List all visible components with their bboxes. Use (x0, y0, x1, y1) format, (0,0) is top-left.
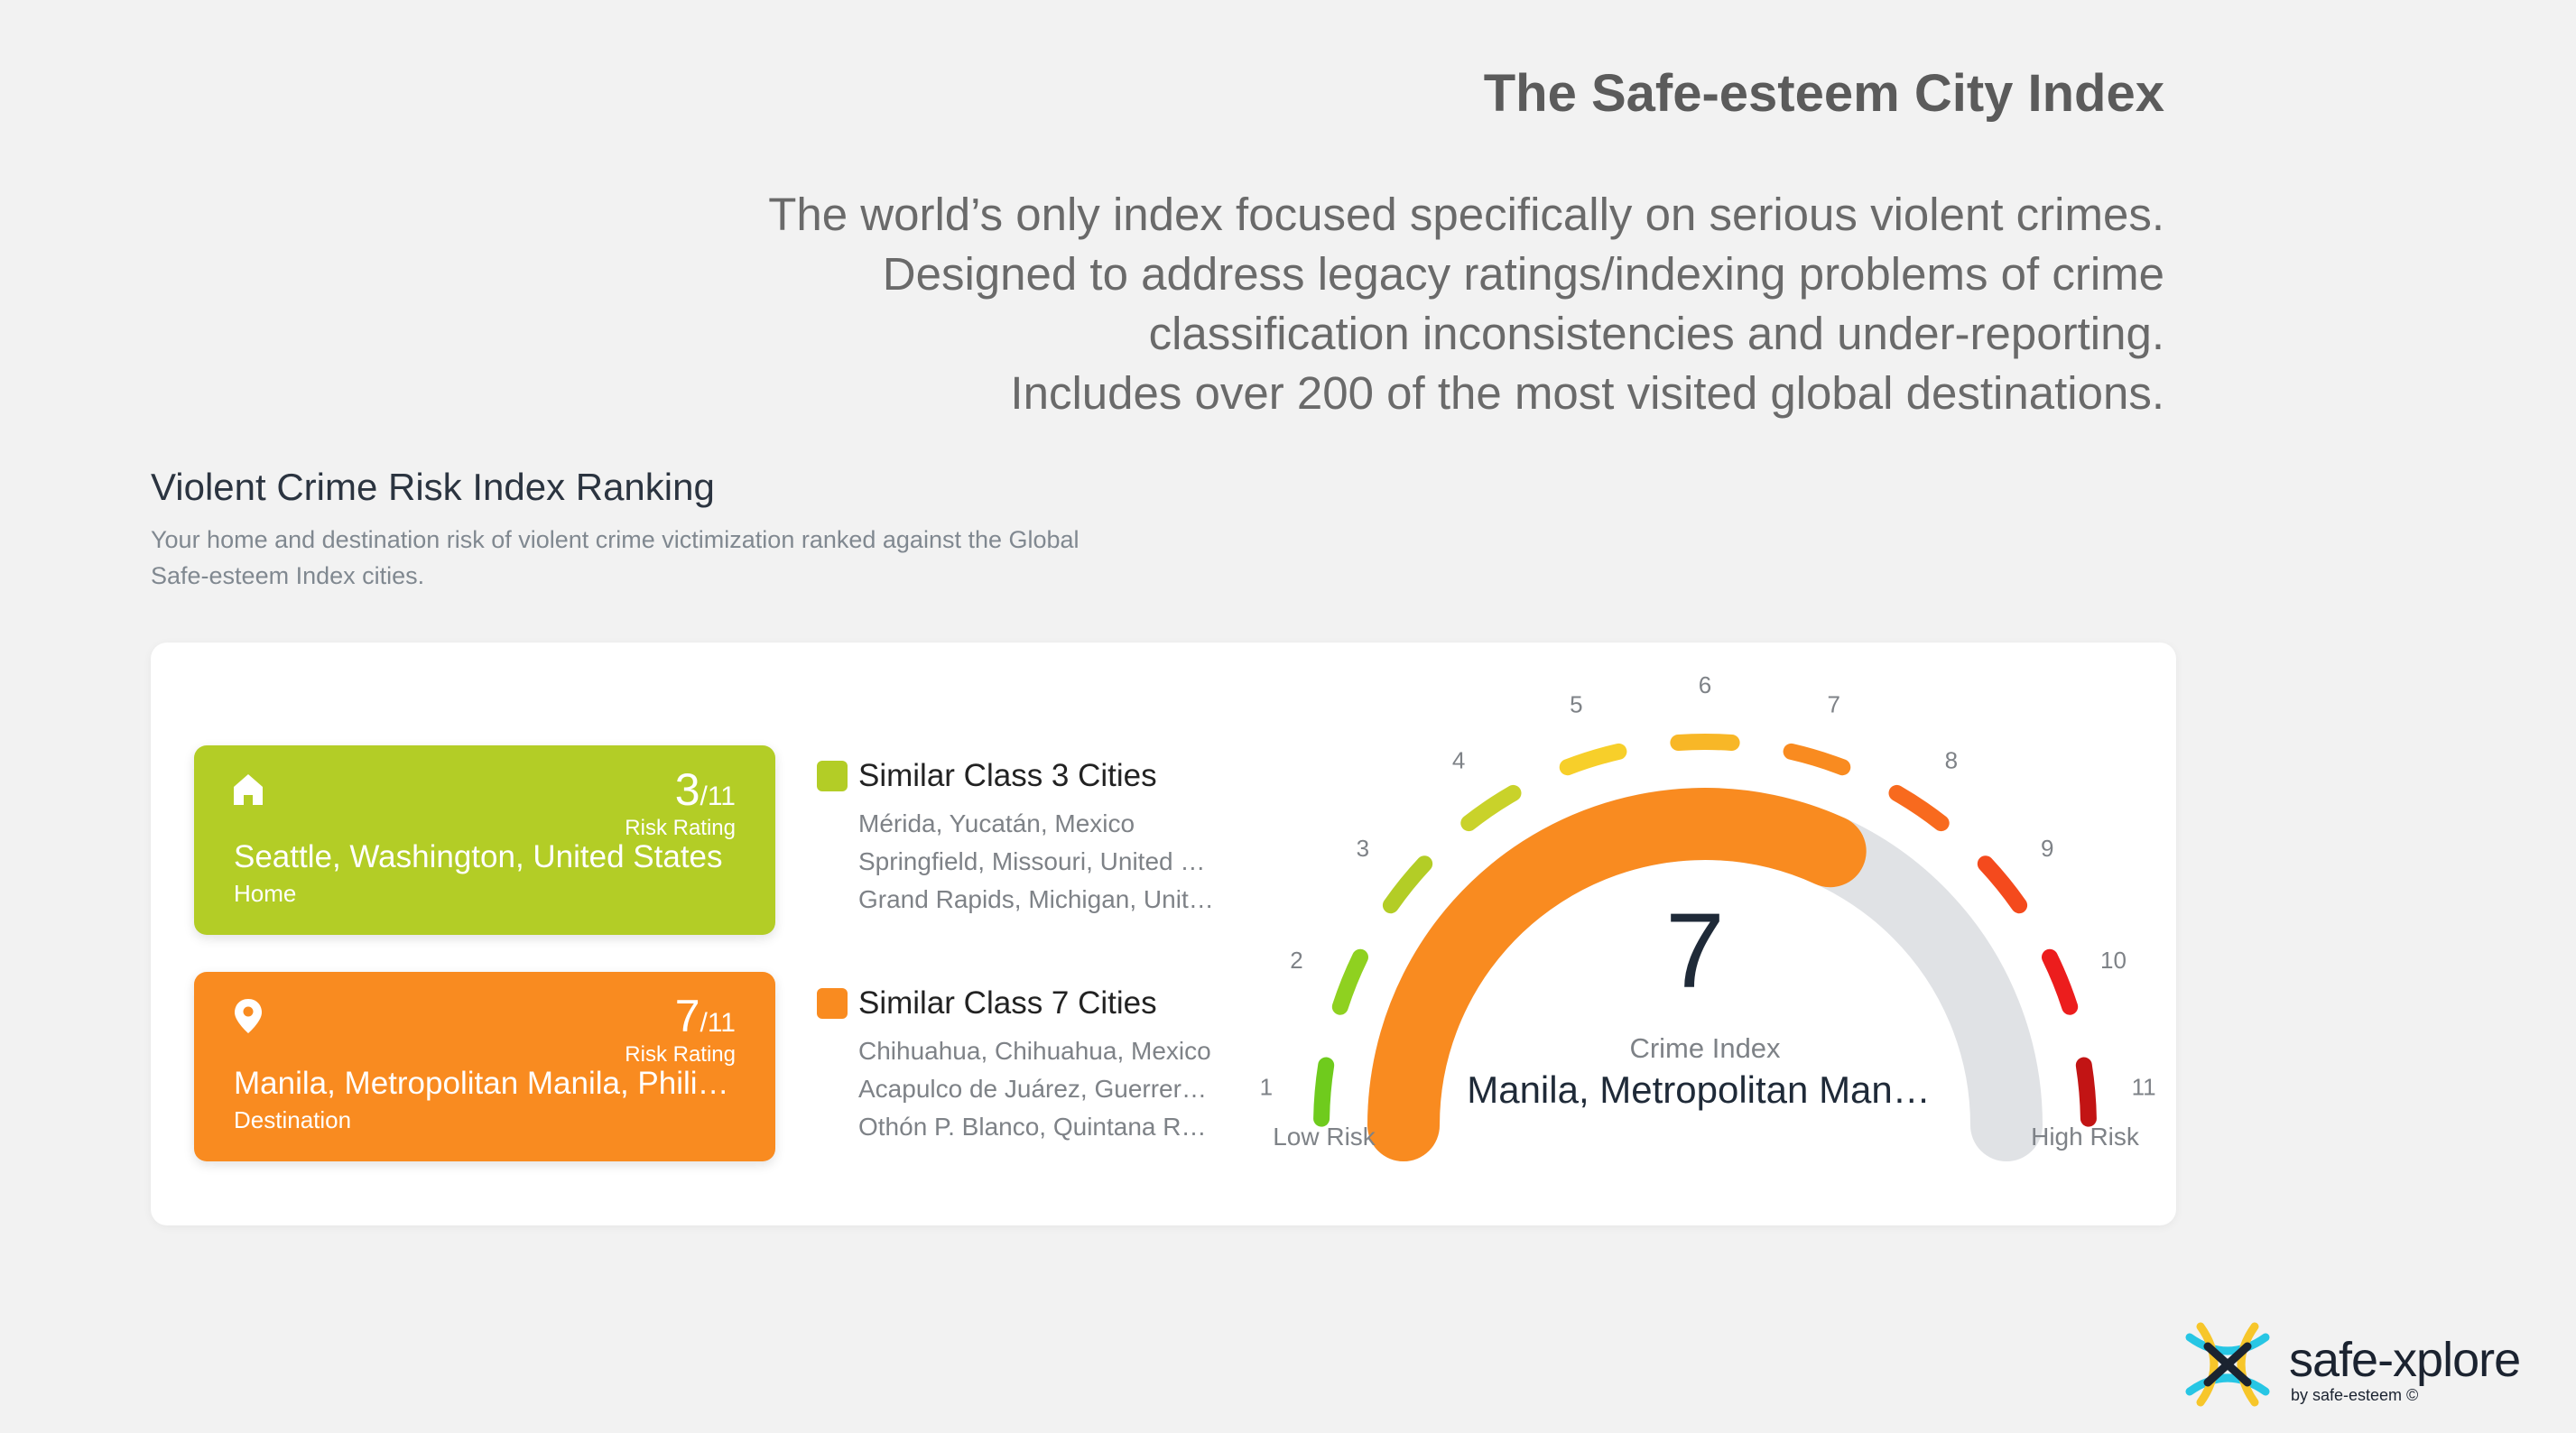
logo-mark-icon (2185, 1322, 2270, 1407)
logo-byline: by safe-esteem © (2291, 1386, 2419, 1404)
gauge-tick-label-4: 4 (1452, 746, 1465, 773)
home-rating: 3/11 (675, 763, 736, 816)
destination-role: Destination (234, 1106, 352, 1133)
destination-rating-label: Risk Rating (625, 1042, 736, 1067)
similar-destination-cities: Similar Class 7 Cities Chihuahua, Chihua… (817, 985, 1219, 1146)
gauge-tick-11 (2075, 1057, 2097, 1127)
intro-line: The world’s only index focused specifica… (768, 189, 2164, 240)
gauge-tick-2 (1331, 948, 1368, 1015)
gauge-tick-8 (1888, 784, 1950, 832)
map-pin-icon (235, 999, 262, 1033)
gauge-fill (1367, 788, 1867, 1161)
gauge-label: Crime Index (1629, 1032, 1781, 1064)
section-title: Violent Crime Risk Index Ranking (151, 466, 715, 508)
gauge-tick-label-1: 1 (1260, 1074, 1273, 1101)
gauge-tick-label-3: 3 (1357, 835, 1369, 862)
intro-line: Includes over 200 of the most visited gl… (1010, 367, 2164, 419)
destination-rating-max: /11 (700, 1008, 736, 1038)
similar-destination-title: Similar Class 7 Cities (858, 985, 1157, 1021)
page-title: The Safe-esteem City Index (1483, 64, 2164, 123)
home-icon (234, 774, 263, 805)
safe-xplore-logo: safe-xplore by safe-esteem © (2181, 1319, 2542, 1410)
intro-line: classification inconsistencies and under… (1148, 308, 2164, 359)
gauge-tick-label-6: 6 (1699, 671, 1711, 698)
intro-line: Designed to address legacy ratings/index… (882, 248, 2164, 300)
similar-home-title: Similar Class 3 Cities (858, 758, 1157, 793)
gauge-value: 7 (1665, 892, 1725, 1011)
gauge-tick-10 (2042, 948, 2079, 1015)
gauge-tick-1 (1313, 1057, 1335, 1127)
gauge-scale: 1 2 3 4 5 6 7 8 9 10 11 (1260, 671, 2156, 1127)
similar-home-cities: Similar Class 3 Cities Mérida, Yucatán, … (817, 758, 1219, 919)
gauge-tick-3 (1382, 855, 1433, 914)
home-rating-label: Risk Rating (625, 816, 736, 840)
gauge-tick-label-5: 5 (1570, 690, 1582, 717)
gauge-tick-4 (1460, 784, 1522, 832)
gauge-tick-label-10: 10 (2100, 947, 2127, 974)
class-7-swatch (817, 988, 848, 1019)
home-role: Home (234, 880, 297, 907)
gauge-tick-7 (1783, 743, 1851, 776)
low-risk-label: Low Risk (1273, 1123, 1376, 1151)
destination-rating-value: 7 (674, 991, 700, 1041)
gauge-tick-label-9: 9 (2041, 835, 2053, 862)
gauge-tick-label-2: 2 (1290, 947, 1302, 974)
gauge-tick-label-7: 7 (1827, 690, 1839, 717)
logo-name: safe-xplore (2289, 1333, 2521, 1387)
gauge-city: Manila, Metropolitan Man… (1467, 1068, 1931, 1111)
gauge-tick-label-8: 8 (1945, 746, 1958, 773)
crime-index-gauge: 1 2 3 4 5 6 7 8 9 10 11 7 Crime Index Manila, Metr… (1260, 671, 2156, 1161)
home-card[interactable]: 3/11 Risk Rating Seattle, Washington, Un… (194, 745, 775, 935)
gauge-tick-6 (1670, 733, 1740, 751)
home-rating-value: 3 (674, 764, 700, 815)
class-3-swatch (817, 761, 848, 791)
destination-card[interactable]: 7/11 Risk Rating Manila, Metropolitan Ma… (194, 972, 775, 1161)
home-rating-max: /11 (700, 781, 736, 811)
destination-rating: 7/11 (675, 990, 736, 1042)
section-subtitle: Your home and destination risk of violen… (151, 526, 1080, 589)
gauge-tick-9 (1977, 855, 2028, 914)
gauge-tick-label-11: 11 (2132, 1074, 2156, 1101)
intro-text: The world’s only index focused specifica… (449, 185, 2164, 423)
ranking-panel: 3/11 Risk Rating Seattle, Washington, Un… (151, 643, 2176, 1225)
high-risk-label: High Risk (2031, 1123, 2140, 1151)
gauge-tick-5 (1559, 743, 1627, 776)
